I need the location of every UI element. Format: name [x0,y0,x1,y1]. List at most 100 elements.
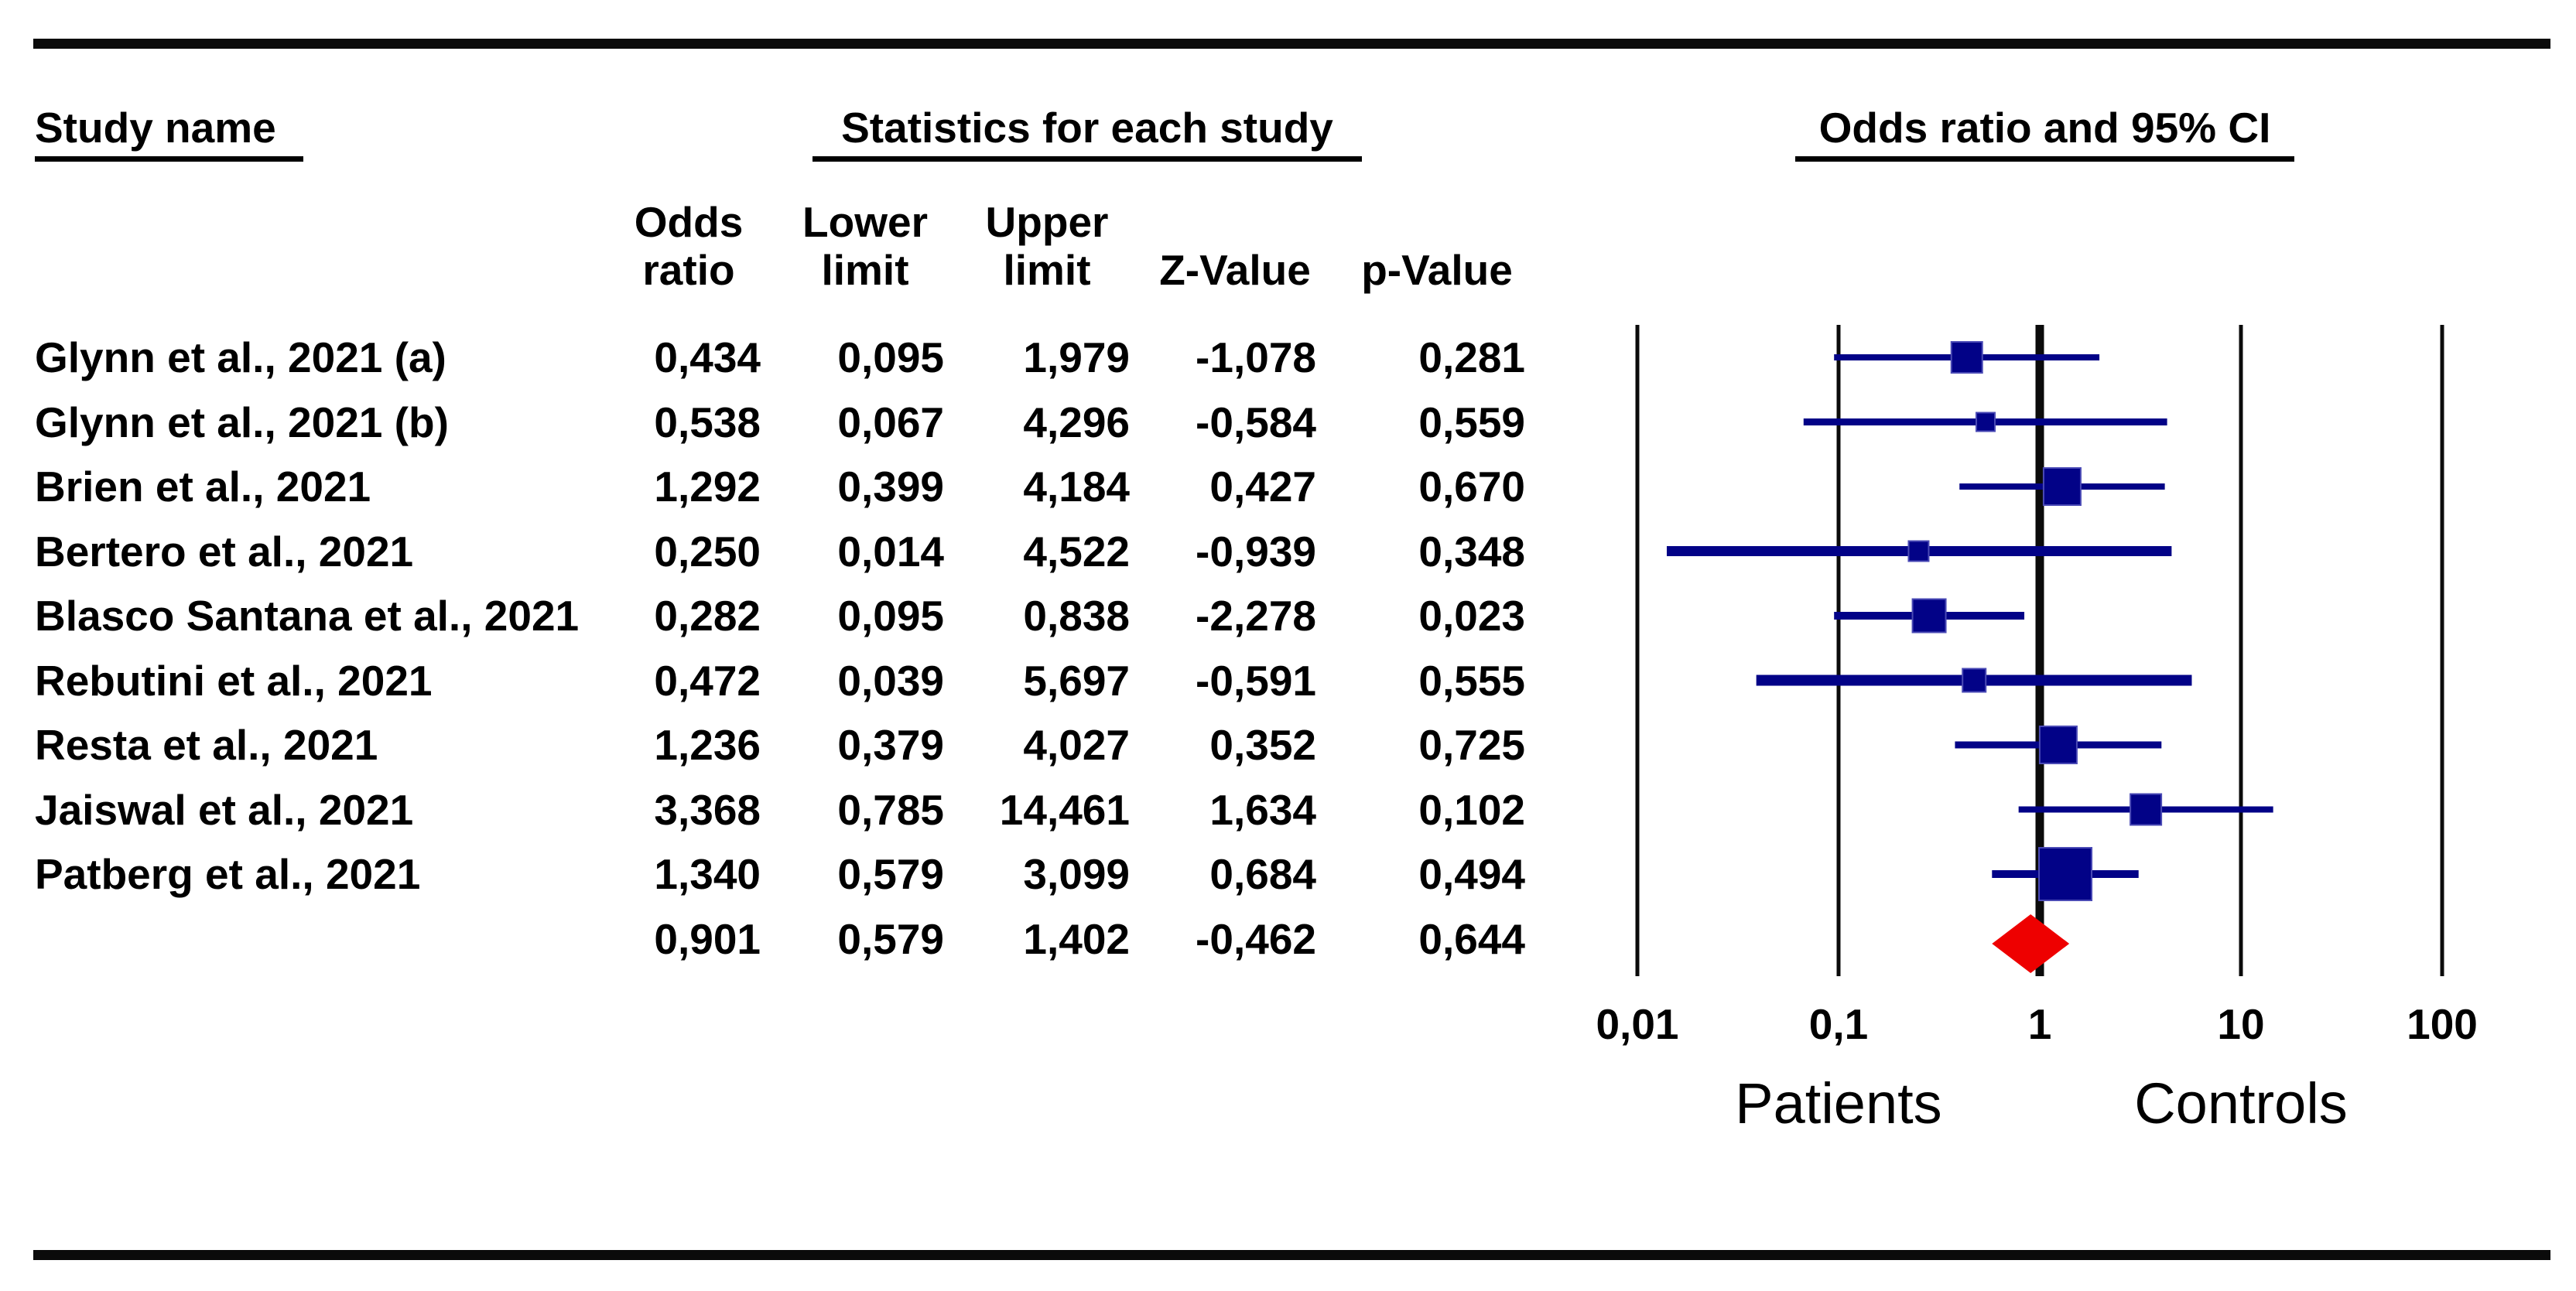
odds-ratio-value: 0,901 [654,915,761,963]
p-value: 0,555 [1418,656,1525,705]
p-value: 0,494 [1418,850,1525,898]
p-value: 0,725 [1418,721,1525,769]
lower-limit-value: 0,067 [837,398,944,446]
odds-ratio-value: 0,434 [654,333,761,381]
odds-ratio-value: 0,538 [654,398,761,446]
upper-limit-value: 3,099 [1023,850,1130,898]
z-value: -0,939 [1196,527,1316,575]
odds-ratio-value: 3,368 [654,785,761,834]
table-row: Glynn et al., 2021 (a) 0,434 0,095 1,979 -1,… [0,333,1586,381]
lower-limit-value: 0,014 [837,527,944,575]
p-value: 0,670 [1418,463,1525,511]
statistics-group-header: Statistics for each study [812,105,1362,162]
z-value: -0,584 [1196,398,1316,446]
odds-ratio-ci-header: Odds ratio and 95% CI [1795,105,2294,162]
study-marker [1962,668,1987,693]
p-value: 0,348 [1418,527,1525,575]
col-header-lower-1: Lower [802,198,928,246]
col-header-upper-1: Upper [985,198,1109,246]
study-marker [1911,598,1947,634]
study-marker [2130,793,2163,826]
odds-ratio-value: 0,250 [654,527,761,575]
study-marker [2038,726,2078,764]
study-marker [1976,412,1996,432]
odds-ratio-value: 0,282 [654,592,761,640]
lower-limit-value: 0,095 [837,592,944,640]
z-value: -0,591 [1196,656,1316,705]
col-header-zvalue: Z-Value [1159,246,1311,294]
p-value: 0,023 [1418,592,1525,640]
upper-limit-value: 5,697 [1023,656,1130,705]
col-header-lower-2: limit [821,246,909,294]
axis-label-patients: Patients [1735,1071,1941,1136]
col-header-upper-2: limit [1003,246,1091,294]
col-header-odds-2: ratio [642,246,735,294]
lower-limit-value: 0,039 [837,656,944,705]
study-name: Jaiswal et al., 2021 [35,785,414,834]
table-row: Glynn et al., 2021 (b) 0,538 0,067 4,296 -0,… [0,398,1586,446]
odds-ratio-value: 1,340 [654,850,761,898]
upper-limit-value: 14,461 [999,785,1130,834]
table-row: Brien et al., 2021 1,292 0,399 4,184 0,427 0,… [0,463,1586,511]
axis-label-controls: Controls [2134,1071,2348,1136]
odds-ratio-value: 1,236 [654,721,761,769]
study-name: Resta et al., 2021 [35,721,378,769]
upper-limit-value: 1,402 [1023,915,1130,963]
p-value: 0,644 [1418,915,1525,963]
z-value: -1,078 [1196,333,1316,381]
table-row: Blasco Santana et al., 2021 0,282 0,095 0,8… [0,592,1586,640]
table-row: Resta et al., 2021 1,236 0,379 4,027 0,352 0,… [0,721,1586,769]
p-value: 0,102 [1418,785,1525,834]
summary-diamond [1992,914,2070,973]
study-name: Bertero et al., 2021 [35,527,414,575]
study-marker [2042,467,2082,506]
table-row: Jaiswal et al., 2021 3,368 0,785 14,461 1,63… [0,786,1586,834]
z-value: 0,352 [1209,721,1316,769]
odds-ratio-value: 1,292 [654,463,761,511]
p-value: 0,559 [1418,398,1525,446]
bottom-rule [33,1250,2550,1260]
study-name: Blasco Santana et al., 2021 [35,592,580,640]
z-value: 0,684 [1209,850,1316,898]
z-value: 0,427 [1209,463,1316,511]
study-name: Glynn et al., 2021 (b) [35,398,449,446]
axis-tick-label: 0,1 [1809,1000,1868,1048]
lower-limit-value: 0,579 [837,850,944,898]
axis-tick-label: 10 [2217,1000,2264,1048]
axis-tick-label: 0,01 [1596,1000,1678,1048]
study-marker [2038,847,2093,901]
study-name-header: Study name [35,105,303,162]
upper-limit-value: 4,296 [1023,398,1130,446]
summary-row: 0,901 0,579 1,402 -0,462 0,644 [0,915,1586,963]
lower-limit-value: 0,579 [837,915,944,963]
axis-tick-label: 1 [2028,1000,2052,1048]
table-row: Bertero et al., 2021 0,250 0,014 4,522 -0,93… [0,528,1586,575]
study-name: Rebutini et al., 2021 [35,656,433,705]
study-marker [1907,540,1930,562]
lower-limit-value: 0,095 [837,333,944,381]
study-name: Patberg et al., 2021 [35,850,421,898]
lower-limit-value: 0,399 [837,463,944,511]
upper-limit-value: 4,184 [1023,463,1130,511]
study-name: Glynn et al., 2021 (a) [35,333,446,381]
table-row: Patberg et al., 2021 1,340 0,579 3,099 0,684… [0,850,1586,898]
odds-ratio-value: 0,472 [654,656,761,705]
col-header-odds-1: Odds [634,198,744,246]
axis-tick-label: 100 [2407,1000,2478,1048]
study-name: Brien et al., 2021 [35,463,371,511]
upper-limit-value: 4,522 [1023,527,1130,575]
p-value: 0,281 [1418,333,1525,381]
study-marker [1950,341,1983,374]
z-value: -0,462 [1196,915,1316,963]
upper-limit-value: 4,027 [1023,721,1130,769]
upper-limit-value: 0,838 [1023,592,1130,640]
table-row: Rebutini et al., 2021 0,472 0,039 5,697 -0,5… [0,657,1586,705]
z-value: 1,634 [1209,785,1316,834]
lower-limit-value: 0,785 [837,785,944,834]
lower-limit-value: 0,379 [837,721,944,769]
z-value: -2,278 [1196,592,1316,640]
top-rule [33,39,2550,49]
upper-limit-value: 1,979 [1023,333,1130,381]
